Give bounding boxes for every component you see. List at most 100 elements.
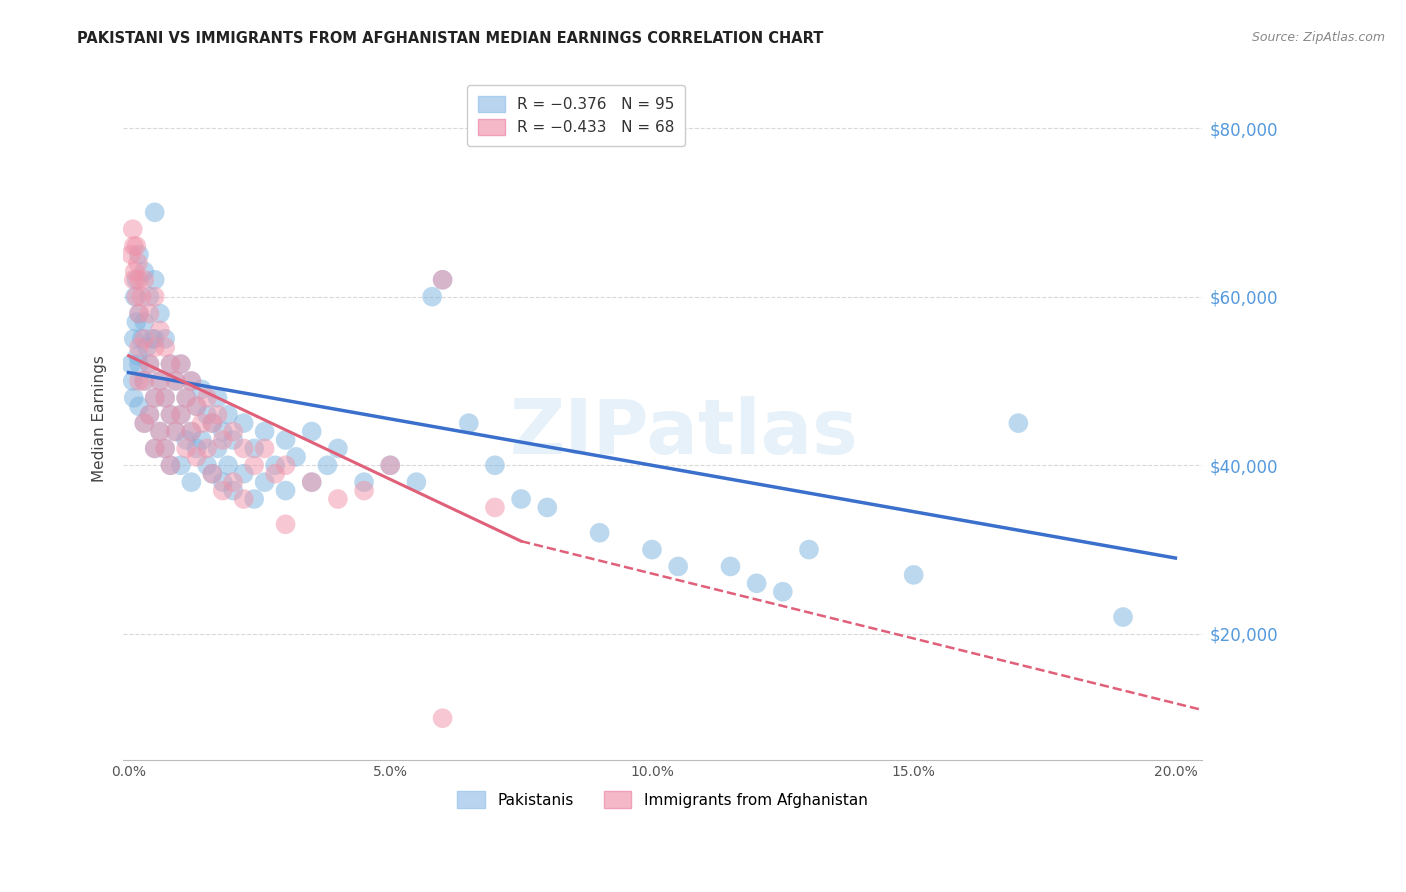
Point [165, 374, 187, 388]
Point [666, 559, 689, 574]
Point [211, 475, 233, 490]
Point [149, 374, 172, 388]
Point [138, 357, 160, 371]
Point [191, 416, 214, 430]
Point [380, 458, 402, 473]
Point [121, 374, 143, 388]
Point [153, 442, 176, 456]
Point [510, 491, 533, 506]
Point [797, 542, 820, 557]
Point [232, 416, 254, 430]
Point [191, 433, 214, 447]
Point [153, 442, 176, 456]
Point [457, 416, 479, 430]
Point [128, 340, 150, 354]
Point [211, 425, 233, 439]
Point [180, 374, 202, 388]
Point [124, 264, 146, 278]
Point [128, 306, 150, 320]
Point [174, 391, 197, 405]
Point [217, 408, 239, 422]
Point [174, 442, 197, 456]
Point [484, 500, 506, 515]
Point [186, 399, 208, 413]
Point [174, 433, 197, 447]
Point [135, 340, 157, 354]
Point [170, 408, 193, 422]
Point [170, 458, 193, 473]
Point [124, 290, 146, 304]
Point [432, 273, 454, 287]
Point [134, 264, 156, 278]
Point [149, 425, 172, 439]
Point [353, 483, 375, 498]
Point [353, 475, 375, 490]
Point [159, 458, 181, 473]
Point [420, 290, 443, 304]
Point [211, 483, 233, 498]
Point [121, 222, 143, 236]
Point [128, 306, 150, 320]
Point [125, 239, 148, 253]
Point [264, 458, 287, 473]
Point [127, 349, 149, 363]
Point [141, 332, 163, 346]
Point [222, 425, 245, 439]
Point [159, 357, 181, 371]
Point [264, 467, 287, 481]
Point [326, 491, 349, 506]
Point [153, 332, 176, 346]
Point [772, 584, 794, 599]
Point [207, 442, 229, 456]
Point [201, 467, 224, 481]
Point [153, 340, 176, 354]
Point [143, 391, 166, 405]
Point [274, 458, 297, 473]
Point [153, 391, 176, 405]
Point [316, 458, 339, 473]
Point [165, 374, 187, 388]
Point [143, 340, 166, 354]
Point [131, 290, 153, 304]
Point [301, 475, 323, 490]
Point [536, 500, 558, 515]
Point [138, 408, 160, 422]
Point [222, 475, 245, 490]
Point [232, 442, 254, 456]
Point [180, 374, 202, 388]
Point [143, 442, 166, 456]
Point [159, 408, 181, 422]
Point [149, 306, 172, 320]
Point [207, 391, 229, 405]
Point [128, 247, 150, 261]
Point [243, 458, 266, 473]
Point [243, 442, 266, 456]
Point [326, 442, 349, 456]
Point [127, 256, 149, 270]
Point [222, 433, 245, 447]
Point [253, 425, 276, 439]
Point [186, 399, 208, 413]
Point [134, 374, 156, 388]
Point [1112, 610, 1135, 624]
Point [149, 425, 172, 439]
Point [170, 408, 193, 422]
Point [253, 442, 276, 456]
Point [195, 408, 218, 422]
Point [301, 425, 323, 439]
Point [125, 315, 148, 329]
Point [134, 273, 156, 287]
Point [138, 290, 160, 304]
Point [1007, 416, 1029, 430]
Point [191, 383, 214, 397]
Point [720, 559, 742, 574]
Point [122, 273, 145, 287]
Point [274, 433, 297, 447]
Point [128, 374, 150, 388]
Point [143, 391, 166, 405]
Point [138, 306, 160, 320]
Point [120, 357, 142, 371]
Point [274, 483, 297, 498]
Point [588, 525, 610, 540]
Point [138, 357, 160, 371]
